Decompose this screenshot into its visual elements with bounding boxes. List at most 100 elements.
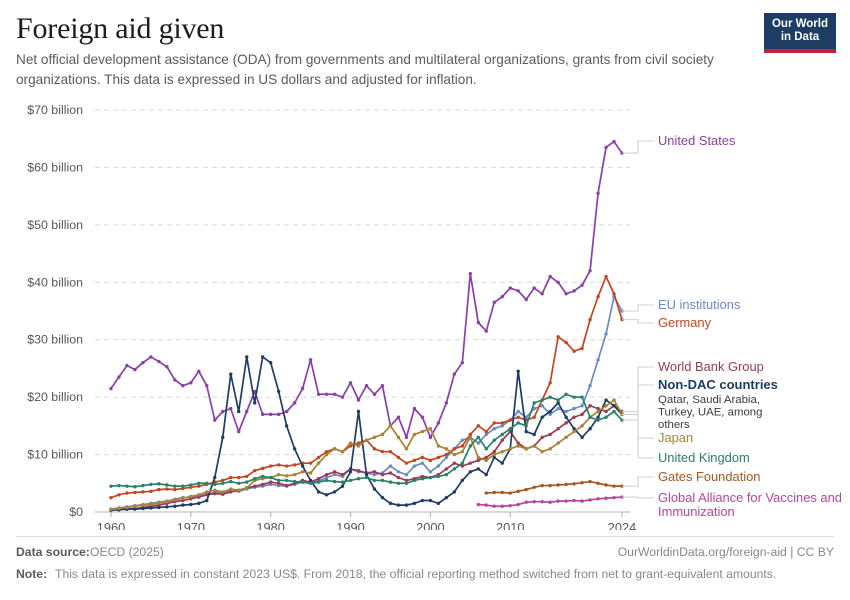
data-point xyxy=(444,472,449,477)
data-point xyxy=(213,491,217,496)
data-point xyxy=(133,485,137,489)
x-axis-tick-label: 1970 xyxy=(177,520,205,530)
data-point xyxy=(404,503,409,507)
data-point xyxy=(612,484,616,488)
series-line[interactable] xyxy=(485,480,623,494)
y-axis-tick-label: $30 billion xyxy=(27,333,83,347)
series-label[interactable]: EU institutions xyxy=(658,297,740,312)
data-point xyxy=(197,501,201,506)
data-point xyxy=(205,498,209,503)
data-point xyxy=(388,464,393,468)
data-point xyxy=(412,501,417,506)
data-point xyxy=(372,478,377,483)
data-point xyxy=(332,392,337,396)
data-point xyxy=(556,483,560,487)
chart-plot-area[interactable]: $0 $10 billion $20 billion $30 billion $40 b… xyxy=(0,100,850,530)
data-point xyxy=(396,415,401,419)
data-point xyxy=(604,409,608,414)
data-point xyxy=(205,490,209,494)
data-point xyxy=(372,472,377,477)
series-label[interactable]: Japan xyxy=(658,430,693,445)
data-point xyxy=(237,429,241,434)
data-point xyxy=(500,461,504,465)
data-point xyxy=(612,404,616,408)
data-point xyxy=(460,450,465,454)
data-point xyxy=(604,274,608,279)
data-point xyxy=(564,421,568,425)
data-point xyxy=(125,491,129,495)
data-point xyxy=(308,471,313,475)
data-point xyxy=(540,292,544,296)
data-point xyxy=(580,283,584,287)
data-point xyxy=(572,395,576,399)
data-point xyxy=(260,466,265,471)
data-point xyxy=(556,427,560,431)
data-point xyxy=(444,452,449,457)
note-value: This data is expressed in constant 2023 … xyxy=(55,567,777,581)
data-point xyxy=(197,484,201,488)
series-label[interactable]: Non-DAC countries xyxy=(658,377,778,392)
series-sublabel: others xyxy=(658,419,690,431)
data-point xyxy=(556,401,560,405)
data-point xyxy=(292,447,297,451)
series-line[interactable] xyxy=(110,404,623,512)
series-label[interactable]: Germany xyxy=(658,315,712,330)
logo-line-2: in Data xyxy=(780,30,820,43)
data-point xyxy=(125,484,129,488)
data-point xyxy=(420,498,425,503)
data-point xyxy=(500,424,504,428)
series-label[interactable]: United States xyxy=(658,133,735,148)
series-label[interactable]: United Kingdom xyxy=(658,450,750,465)
data-point xyxy=(492,300,496,305)
series-label[interactable]: Gates Foundation xyxy=(658,469,760,484)
data-point xyxy=(324,475,329,480)
data-point xyxy=(604,496,608,500)
data-point xyxy=(484,472,488,477)
data-point xyxy=(253,476,257,481)
data-point xyxy=(604,404,608,408)
data-point xyxy=(484,329,488,333)
data-point xyxy=(260,482,265,487)
data-point xyxy=(388,450,393,454)
data-point xyxy=(452,447,457,451)
data-point xyxy=(380,383,385,388)
data-point xyxy=(316,455,321,460)
data-point xyxy=(245,409,249,414)
data-point xyxy=(332,472,337,477)
data-point xyxy=(213,475,217,480)
data-point xyxy=(540,398,544,402)
data-point xyxy=(612,292,616,296)
data-point xyxy=(580,395,584,399)
source-link[interactable]: OurWorldinData.org/foreign-aid | CC BY xyxy=(617,545,834,559)
data-point xyxy=(284,464,289,468)
data-point xyxy=(253,389,257,394)
owid-logo[interactable]: Our World in Data xyxy=(764,13,836,53)
data-point xyxy=(308,358,313,362)
data-point xyxy=(468,461,472,465)
data-point xyxy=(292,401,297,405)
x-axis-ticks-group: 1960 1970 1980 1990 2000 2010 2024 xyxy=(97,520,637,530)
data-point xyxy=(484,491,488,495)
data-point xyxy=(444,401,449,405)
data-point xyxy=(420,429,425,434)
data-point xyxy=(221,490,225,494)
data-point xyxy=(173,504,177,508)
series-label[interactable]: Global Alliance for Vaccines and xyxy=(658,490,842,505)
data-point xyxy=(508,427,512,431)
x-axis-tick-label: 1980 xyxy=(256,520,284,530)
data-point xyxy=(556,441,560,445)
data-point xyxy=(324,452,329,457)
data-point xyxy=(284,474,289,478)
data-point xyxy=(436,501,441,506)
data-point xyxy=(572,482,576,486)
data-point xyxy=(524,447,528,451)
x-axis-tick-label: 2000 xyxy=(416,520,444,530)
data-point xyxy=(181,503,185,507)
data-series-group xyxy=(109,139,624,512)
data-point xyxy=(604,483,608,487)
data-point xyxy=(532,485,536,490)
data-point xyxy=(308,481,313,485)
series-label[interactable]: World Bank Group xyxy=(658,359,764,374)
data-point xyxy=(332,479,337,484)
data-point xyxy=(388,424,393,428)
